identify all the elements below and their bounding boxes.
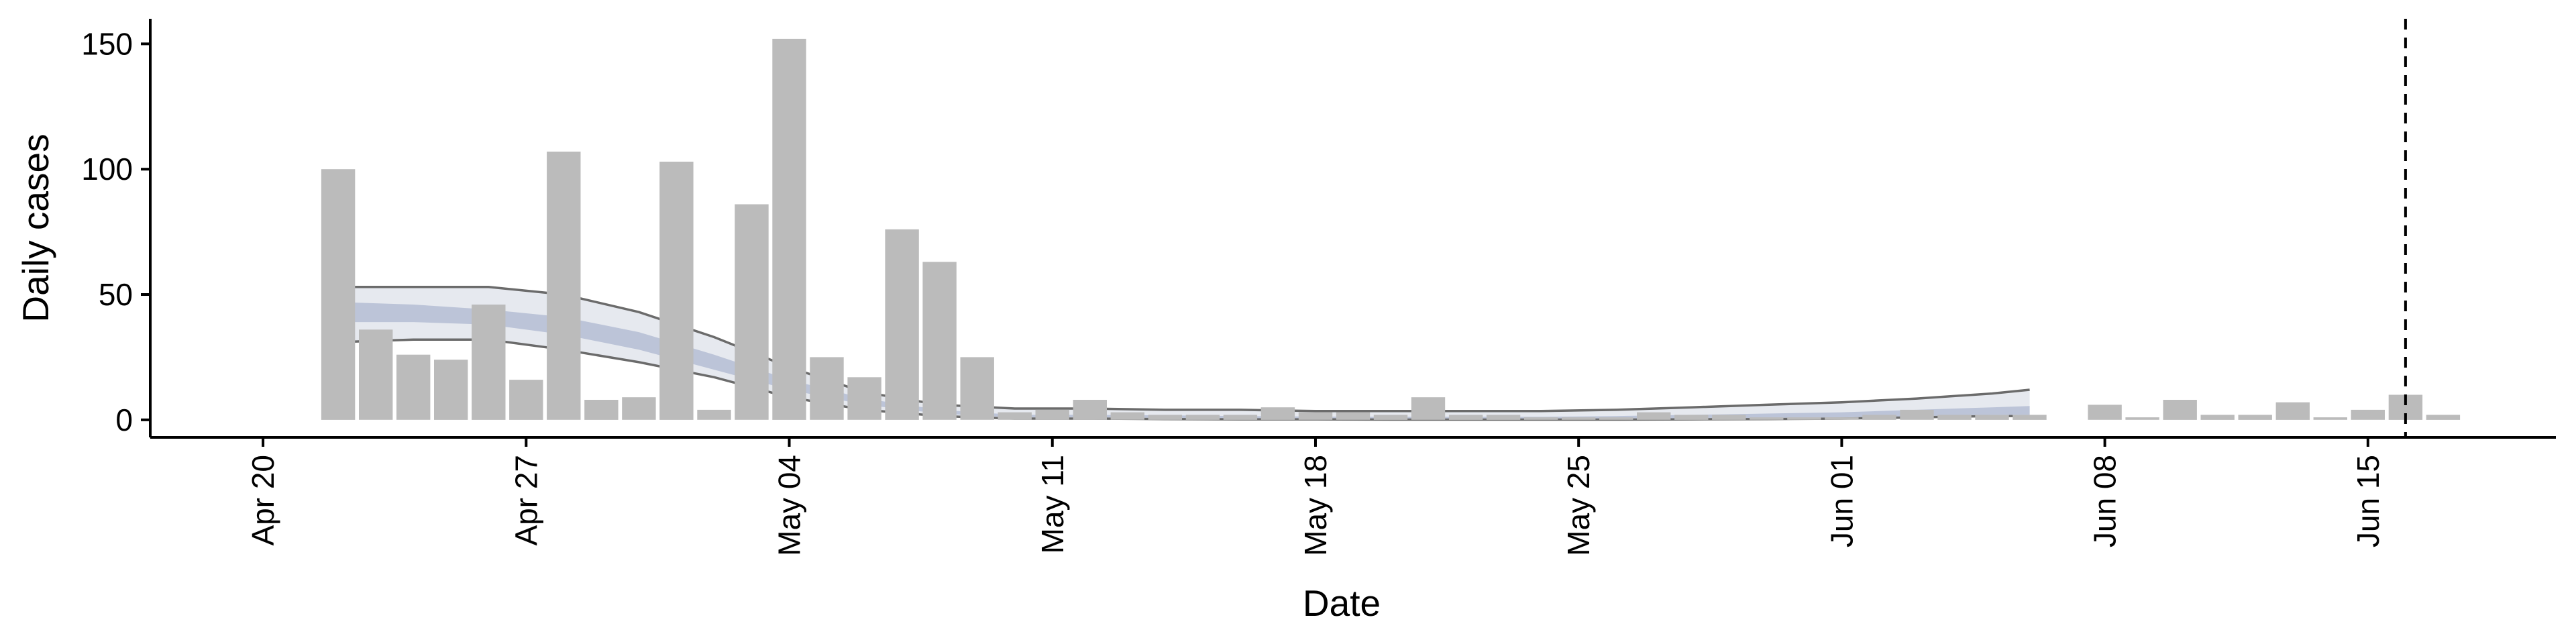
bar: [509, 380, 543, 420]
bar: [2012, 415, 2047, 420]
bar: [1185, 415, 1220, 420]
bar: [1523, 417, 1558, 420]
bar: [1260, 407, 1295, 420]
bar: [1373, 415, 1408, 420]
upper-bound-line: [338, 286, 2030, 413]
bar: [1411, 397, 1446, 420]
bar: [1562, 417, 1596, 420]
bar: [434, 360, 468, 420]
bar: [472, 305, 506, 420]
bar: [2426, 415, 2461, 420]
x-tick-label: May 11: [1035, 455, 1070, 553]
x-axis-title: Date: [1303, 582, 1381, 624]
bar: [1637, 412, 1671, 420]
x-tick-label: May 18: [1298, 455, 1333, 556]
y-tick-label: 150: [81, 26, 133, 61]
x-tick-label: Apr 20: [246, 455, 280, 546]
bar: [359, 329, 393, 420]
bar: [1900, 409, 1934, 420]
bar: [960, 357, 994, 420]
inner-interval-band: [338, 302, 2030, 419]
bar: [1298, 412, 1333, 420]
bar: [1073, 400, 1107, 420]
bar: [922, 262, 957, 420]
bar: [2238, 415, 2272, 420]
bar: [1336, 412, 1371, 420]
x-tick-label: Apr 27: [508, 455, 543, 546]
bar: [1486, 415, 1521, 420]
bar: [2351, 409, 2385, 420]
bar: [1712, 415, 1746, 420]
bar: [1223, 415, 1258, 420]
bar: [1599, 417, 1633, 420]
y-axis-title: Daily cases: [15, 133, 56, 322]
bar: [1148, 415, 1182, 420]
bar-layer: [321, 38, 2461, 420]
bar: [321, 169, 356, 420]
bar: [1862, 415, 1896, 420]
y-tick-label: 50: [99, 277, 133, 312]
bar: [1975, 415, 2009, 420]
bar: [1825, 417, 1859, 420]
bar: [735, 204, 769, 420]
bar: [772, 38, 806, 420]
bar: [1787, 417, 1821, 420]
bar: [847, 377, 881, 420]
bar: [1674, 415, 1709, 420]
bar: [2088, 405, 2122, 420]
bar: [547, 152, 581, 420]
bar: [622, 397, 656, 420]
bar: [1937, 415, 1972, 420]
x-tick-label: May 04: [772, 455, 807, 556]
estimate-band-layer: [338, 286, 2030, 421]
y-tick-label: 0: [115, 402, 133, 437]
bar: [659, 162, 694, 420]
bar: [584, 400, 619, 420]
axes: 0 50 100 150 Apr 20 Apr 27 May 04 May 11 May 18 M…: [81, 19, 2556, 556]
x-tick-label: Jun 15: [2351, 455, 2385, 547]
bar: [1035, 409, 1069, 420]
bar: [2313, 417, 2347, 420]
bar: [1448, 415, 1483, 420]
x-tick-label: May 25: [1561, 455, 1596, 556]
bar: [2125, 417, 2159, 420]
x-tick-label: Jun 08: [2088, 455, 2123, 547]
bar: [885, 229, 919, 420]
bar: [396, 354, 431, 420]
bar: [810, 357, 844, 420]
bar: [2275, 402, 2310, 420]
y-tick-label: 100: [81, 152, 133, 186]
x-tick-label: Jun 01: [1824, 455, 1859, 547]
bar: [697, 409, 731, 420]
bar: [998, 412, 1032, 420]
bar: [2200, 415, 2235, 420]
bar: [1750, 417, 1784, 420]
bar: [2163, 400, 2197, 420]
bar: [1110, 412, 1144, 420]
